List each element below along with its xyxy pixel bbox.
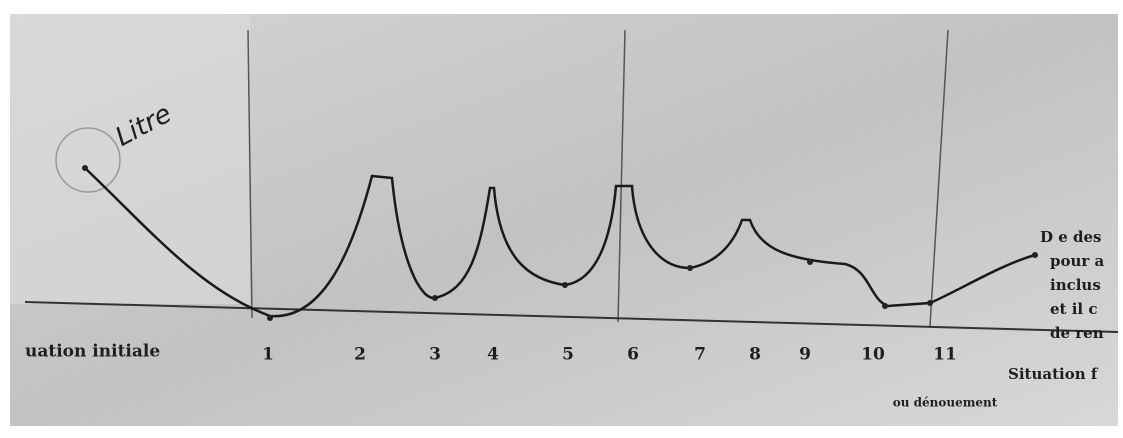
start-label: uation initiale xyxy=(25,342,160,362)
curve-dots xyxy=(82,165,1038,321)
end-label: Situation f xyxy=(1008,365,1099,383)
side-note-line: D e des xyxy=(1040,228,1101,246)
step-label: 10 xyxy=(861,345,885,365)
divider xyxy=(929,29,949,327)
step-label: 1 xyxy=(262,345,274,365)
step-label: 9 xyxy=(799,345,811,365)
step-label: 7 xyxy=(694,345,706,365)
step-labels: 1 2 3 4 5 6 7 8 9 10 11 xyxy=(262,345,957,365)
step-label: 2 xyxy=(354,345,366,365)
side-note-line: de ren xyxy=(1050,324,1104,342)
baseline xyxy=(24,301,1119,333)
side-note-line: pour a xyxy=(1050,252,1105,270)
side-note: D e des pour a inclus et il c de ren xyxy=(1040,228,1105,342)
step-note: ou dénouement xyxy=(893,396,998,410)
divider xyxy=(617,29,626,323)
side-note-line: et il c xyxy=(1050,300,1097,318)
step-label: 8 xyxy=(749,345,761,365)
step-label: 4 xyxy=(487,345,499,365)
step-label: 5 xyxy=(562,345,574,365)
divider xyxy=(247,29,253,319)
circle-mark xyxy=(55,127,121,193)
step-label: 11 xyxy=(933,345,957,365)
paper-light xyxy=(10,14,250,304)
side-note-line: inclus xyxy=(1050,276,1101,294)
step-label: 3 xyxy=(429,345,441,365)
step-label: 6 xyxy=(627,345,639,365)
